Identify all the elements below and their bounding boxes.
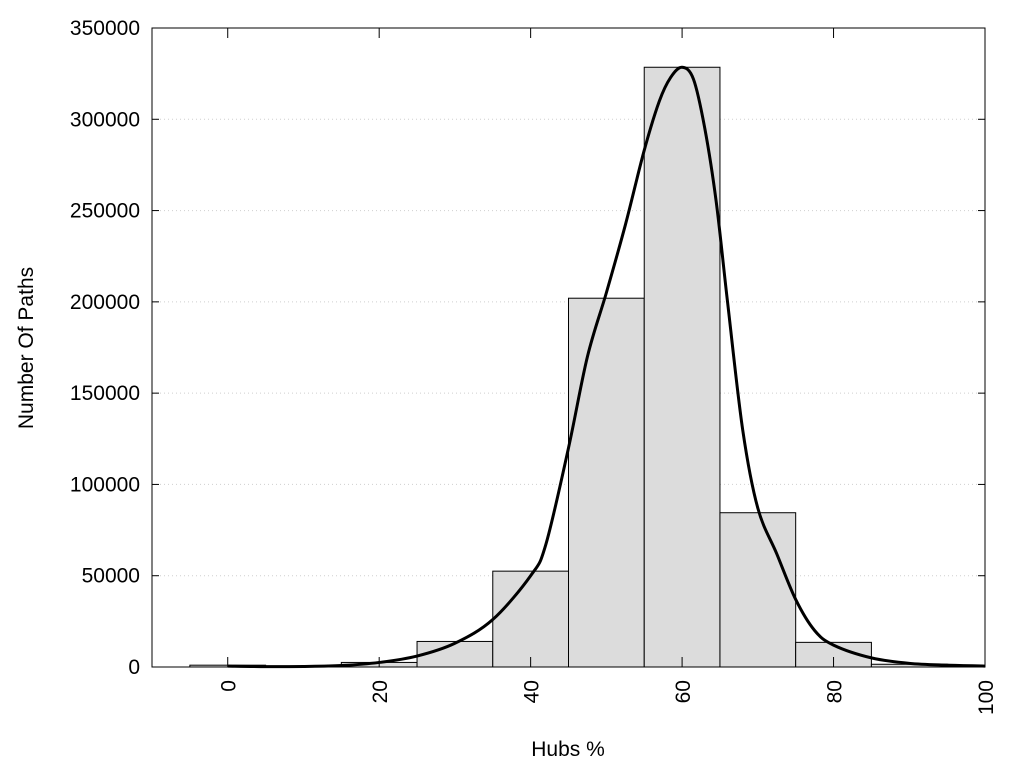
axis-ticks xyxy=(152,27,986,668)
x-tick-label: 40 xyxy=(521,680,544,703)
histogram-bar xyxy=(568,297,645,668)
density-curve-layer xyxy=(227,65,986,669)
y-tick-label: 100000 xyxy=(70,473,140,496)
histogram-bar xyxy=(492,570,570,668)
x-tick-label: 0 xyxy=(218,680,241,692)
x-tick-label: 100 xyxy=(975,680,998,715)
histogram-bar xyxy=(719,512,797,668)
x-axis-title: Hubs % xyxy=(531,738,605,761)
x-tick-label: 80 xyxy=(824,680,847,703)
y-axis-title: Number Of Paths xyxy=(15,267,38,429)
tick-labels: 0 50000 100000 150000 200000 250000 300000 3500… xyxy=(70,17,998,715)
x-tick-label: 20 xyxy=(369,680,392,703)
y-tick-label: 50000 xyxy=(82,565,140,588)
y-tick-label: 150000 xyxy=(70,382,140,405)
histogram-bars xyxy=(189,66,986,668)
plot-frame xyxy=(151,27,986,668)
y-tick-label: 200000 xyxy=(70,291,140,314)
x-tick-label: 60 xyxy=(672,680,695,703)
y-tick-label: 350000 xyxy=(70,17,140,40)
histogram-bar xyxy=(643,66,721,668)
y-tick-label: 250000 xyxy=(70,200,140,223)
density-curve xyxy=(227,65,986,669)
y-tick-label: 0 xyxy=(128,656,140,679)
y-tick-label: 300000 xyxy=(70,108,140,131)
